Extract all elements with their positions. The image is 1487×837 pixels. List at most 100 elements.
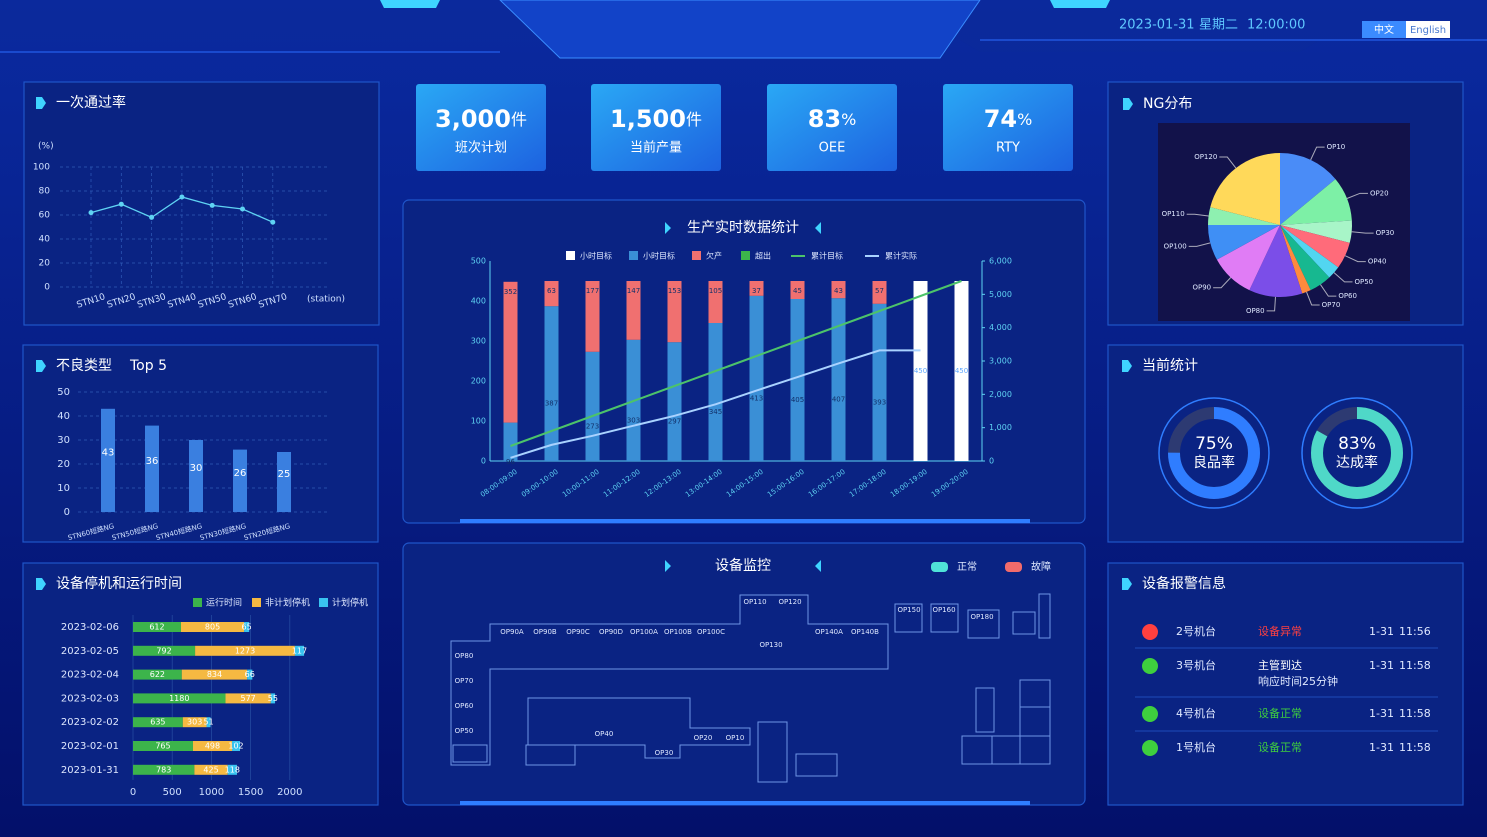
pie-slice <box>1208 225 1280 260</box>
alarm-date: 1-31 <box>1369 625 1394 638</box>
y-axis-label: (%) <box>38 142 54 152</box>
weekday: 星期二 <box>1199 18 1238 33</box>
bar-segment <box>913 281 928 461</box>
bar-segment <box>294 645 305 656</box>
legend-label: 非计划停机 <box>265 597 310 609</box>
bar-label: 65 <box>242 623 252 632</box>
panel <box>1107 344 1464 543</box>
lang-button[interactable] <box>1362 21 1406 38</box>
station-label: OP100A <box>630 628 658 636</box>
bar-label: 43 <box>102 447 115 458</box>
pie-label: OP110 <box>1162 210 1185 218</box>
y-tick-label: 200 <box>471 377 486 386</box>
bar-label: 413 <box>750 394 763 402</box>
lang-button[interactable] <box>1406 21 1450 38</box>
bar-label: 393 <box>873 398 886 406</box>
bar-label: 450 <box>955 367 968 375</box>
bar-segment <box>954 281 969 461</box>
point <box>179 194 185 200</box>
pie-label: OP40 <box>1368 258 1387 266</box>
status-detail: 响应时间25分钟 <box>1258 674 1338 688</box>
bar-segment <box>667 342 682 461</box>
point <box>270 219 276 225</box>
y-tick-label: 40 <box>57 411 70 422</box>
kpi-card <box>943 84 1073 171</box>
legend-label: 正常 <box>957 560 977 573</box>
gauge-ring <box>1301 397 1413 509</box>
point <box>88 210 94 216</box>
legend-swatch <box>193 598 202 607</box>
bar-segment <box>133 693 226 704</box>
gauge-label: 达成率 <box>1336 454 1378 471</box>
bar-segment <box>133 741 193 751</box>
y-tick-label: 2023-02-04 <box>61 670 119 681</box>
alarm-time: 11:58 <box>1399 659 1431 672</box>
station-label: OP10 <box>726 734 745 742</box>
station-label: OP100C <box>697 628 725 636</box>
kpi-unit: 件 <box>511 110 527 129</box>
bar-segment <box>790 281 805 299</box>
station-label: OP180 <box>970 613 993 621</box>
y-tick-label: 20 <box>57 459 70 470</box>
leader-line <box>1266 296 1276 312</box>
kpi-card <box>767 84 897 171</box>
legend-label: 计划停机 <box>332 597 368 609</box>
bar-segment <box>133 717 183 728</box>
bar-label: 118 <box>225 765 240 774</box>
bar-segment <box>585 281 600 352</box>
bar <box>277 452 291 512</box>
y-tick-label: 2023-02-02 <box>61 717 119 728</box>
pie-label: OP120 <box>1194 153 1217 161</box>
pie-slice <box>1216 225 1280 291</box>
alarm-time: 11:56 <box>1399 625 1431 638</box>
station-label: OP120 <box>778 598 801 606</box>
bar-label: 36 <box>146 456 159 467</box>
y2-tick-label: 4,000 <box>989 323 1012 332</box>
bar-label: 102 <box>228 742 243 751</box>
station-label: OP100B <box>664 628 692 636</box>
bar-segment <box>181 669 248 680</box>
machine: 2号机台 <box>1176 624 1216 638</box>
legend-label: 累计实际 <box>885 251 917 261</box>
bar-label: 450 <box>914 367 927 375</box>
station-label: OP50 <box>455 727 474 735</box>
station-label: OP60 <box>455 702 474 710</box>
bar-label: 387 <box>545 400 558 408</box>
bar-label: 805 <box>205 623 220 632</box>
bar-label: 25 <box>278 469 291 480</box>
alarm-time: 11:58 <box>1399 741 1431 754</box>
bar <box>145 425 159 512</box>
pie-slice <box>1280 225 1311 294</box>
x-tick-label: 1000 <box>199 787 224 798</box>
y-tick-label: 60 <box>39 211 51 221</box>
kpi-card <box>416 84 546 171</box>
bar-label: 834 <box>207 670 222 679</box>
y2-tick-label: 3,000 <box>989 357 1012 366</box>
bar-segment <box>749 281 764 296</box>
legend-label: 故障 <box>1031 560 1051 573</box>
kpi-unit: % <box>1017 110 1032 129</box>
bar-segment <box>749 295 764 461</box>
machine: 3号机台 <box>1176 658 1216 672</box>
bar-label: 303 <box>627 416 640 424</box>
title-marker <box>36 97 46 109</box>
y-tick-label: 30 <box>57 435 70 446</box>
pie-label: OP90 <box>1192 284 1211 292</box>
legend-swatch <box>566 251 575 260</box>
bar-label: 1180 <box>169 694 189 703</box>
kpi-number: 3,000 <box>435 105 511 133</box>
y-tick-label: 20 <box>39 259 51 269</box>
bar-segment <box>244 622 250 632</box>
y-tick-label: 2023-01-31 <box>61 765 119 776</box>
title-marker <box>36 360 46 372</box>
panel-accent <box>460 801 1030 805</box>
bar-segment <box>195 645 295 656</box>
x-tick-label: 500 <box>163 787 182 798</box>
legend-label: 小时目标 <box>643 251 675 261</box>
bar-label: 51 <box>203 718 213 727</box>
leader-line <box>1346 192 1368 199</box>
pie-label: OP80 <box>1246 307 1265 315</box>
kpi-value: 1,500件 <box>610 105 702 133</box>
leader-line <box>1219 156 1237 169</box>
